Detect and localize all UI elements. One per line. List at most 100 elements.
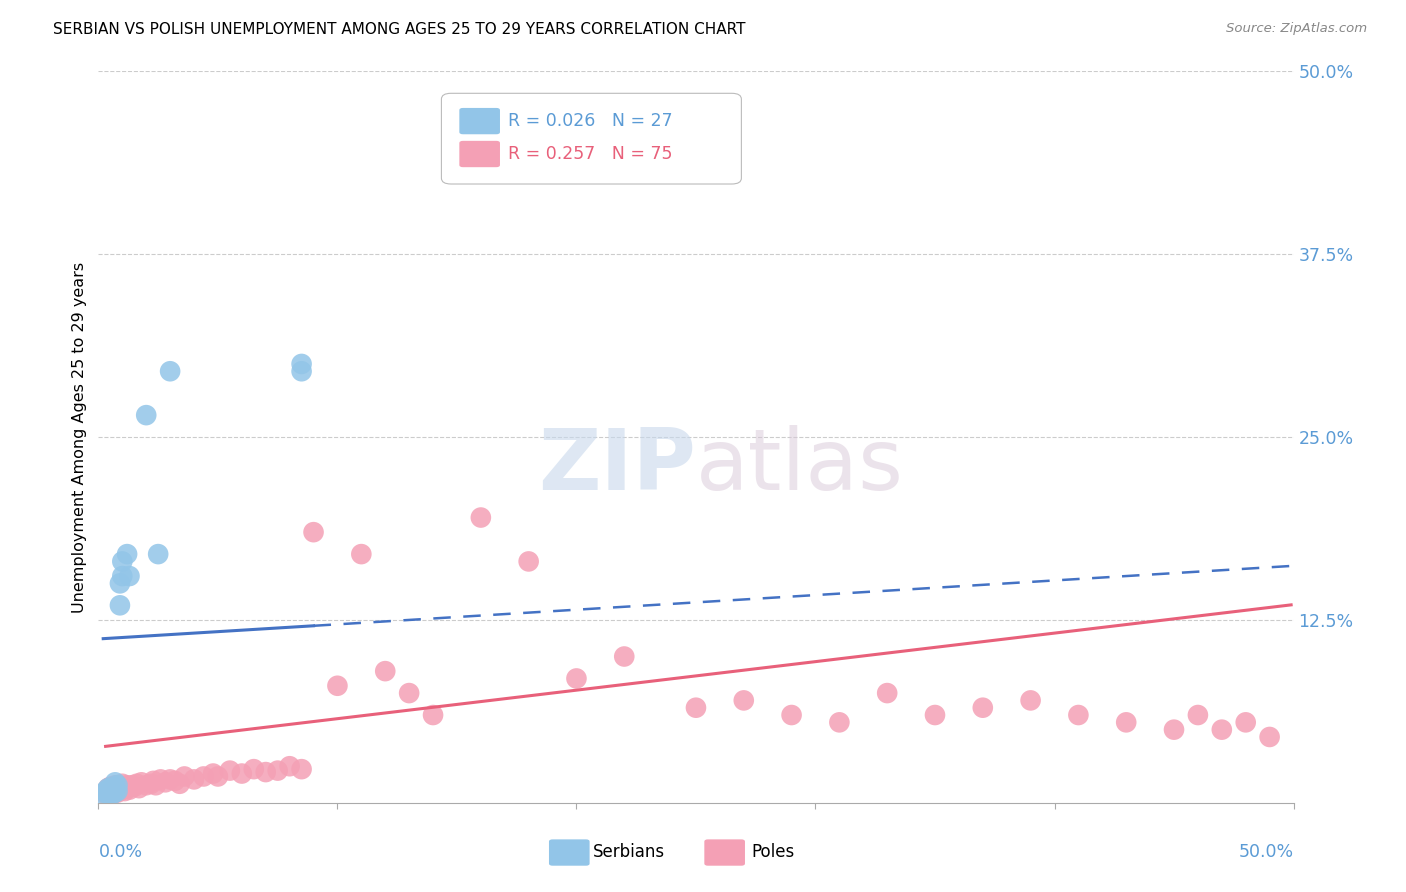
Text: ZIP: ZIP [538,425,696,508]
Text: 50.0%: 50.0% [1239,843,1294,861]
Point [278,759,301,773]
Point [108,576,131,591]
Point [115,781,138,796]
Point [104,780,127,794]
Point [108,784,131,798]
Point [111,780,134,794]
FancyBboxPatch shape [460,141,501,167]
Point [101,781,124,796]
Point [1187,708,1209,723]
Point [97,787,120,801]
Point [108,599,131,613]
Point [111,569,134,583]
Point [104,778,127,792]
Point [291,357,314,371]
Point [104,775,127,789]
Point [148,547,170,561]
Point [97,782,120,797]
Point [267,764,290,778]
Point [91,789,114,803]
FancyBboxPatch shape [548,839,589,866]
Point [115,547,138,561]
Point [98,780,122,794]
Point [155,775,177,789]
Point [107,786,129,800]
Point [733,693,755,707]
FancyBboxPatch shape [460,108,501,135]
Point [1067,708,1090,723]
Point [101,782,124,797]
Point [1234,715,1257,730]
Point [326,679,349,693]
Point [291,364,314,378]
FancyBboxPatch shape [441,94,741,184]
Point [107,778,129,792]
Point [1163,723,1185,737]
Point [128,781,150,796]
Point [94,784,117,798]
Point [111,554,134,568]
Point [924,708,946,723]
Text: 0.0%: 0.0% [98,843,142,861]
Point [685,700,707,714]
Point [97,781,120,796]
Point [114,780,136,794]
Point [135,408,157,422]
Point [108,781,131,796]
Point [101,787,124,801]
Point [107,781,129,796]
Point [876,686,898,700]
Point [159,364,181,378]
FancyBboxPatch shape [704,839,745,866]
Point [118,782,141,797]
Y-axis label: Unemployment Among Ages 25 to 29 years: Unemployment Among Ages 25 to 29 years [72,261,87,613]
Point [169,777,191,791]
Point [121,778,143,792]
Point [291,762,314,776]
Point [115,778,138,792]
Point [98,784,122,798]
Point [111,782,134,797]
Point [145,778,167,792]
Point [131,775,153,789]
Point [139,777,162,791]
Point [972,700,994,714]
Point [104,782,127,797]
Point [98,781,122,796]
Point [107,784,129,798]
Point [111,777,134,791]
Point [107,778,129,792]
Point [1258,730,1281,744]
Point [780,708,803,723]
Point [828,715,851,730]
Text: atlas: atlas [696,425,904,508]
Point [613,649,636,664]
Point [104,784,127,798]
Point [125,777,148,791]
Point [350,547,373,561]
Point [98,784,122,798]
Point [104,786,127,800]
Point [98,786,122,800]
Point [97,781,120,796]
Point [202,766,225,780]
Point [135,778,157,792]
Point [207,769,229,783]
Point [173,769,195,783]
Point [124,780,146,794]
Point [142,773,165,788]
Point [517,554,540,568]
Point [565,672,588,686]
Text: Poles: Poles [751,843,794,861]
Point [231,766,253,780]
Point [398,686,420,700]
Point [98,786,122,800]
Text: Source: ZipAtlas.com: Source: ZipAtlas.com [1226,22,1367,36]
Point [1019,693,1042,707]
Point [114,784,136,798]
Point [97,782,120,797]
Point [149,772,172,787]
Text: SERBIAN VS POLISH UNEMPLOYMENT AMONG AGES 25 TO 29 YEARS CORRELATION CHART: SERBIAN VS POLISH UNEMPLOYMENT AMONG AGE… [53,22,747,37]
Point [193,769,215,783]
Text: R = 0.026   N = 27: R = 0.026 N = 27 [509,112,673,130]
